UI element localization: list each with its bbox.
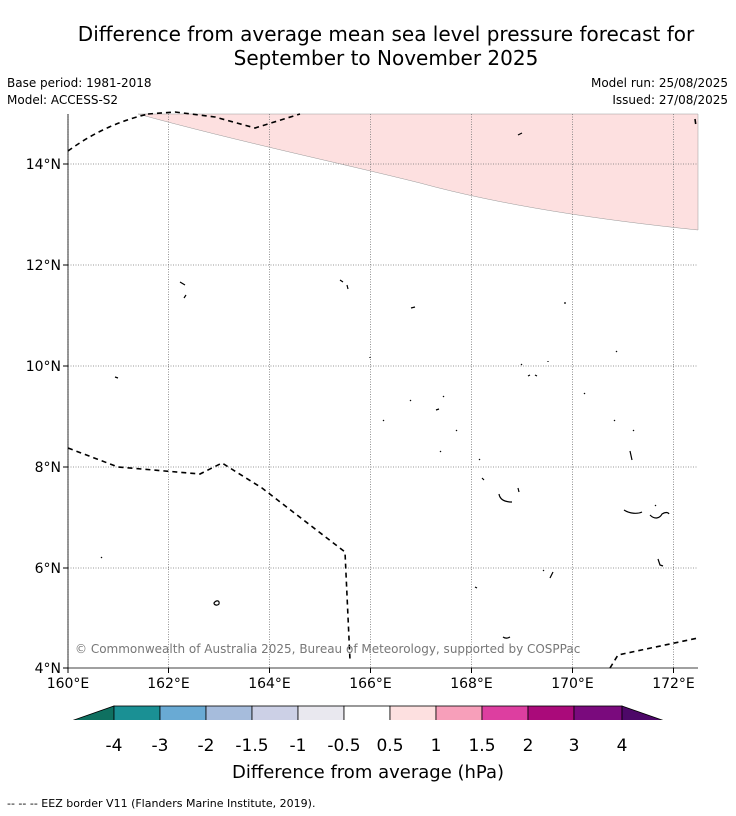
colorbar-segment <box>113 705 161 720</box>
colorbar-label: -1.5 <box>235 736 269 756</box>
colorbar-segment <box>343 705 391 720</box>
colorbar-label: 4 <box>616 736 628 756</box>
colorbar-segment <box>527 705 575 720</box>
title-line-1: Difference from average mean sea level p… <box>77 22 695 46</box>
model-run: Model run: 25/08/2025 <box>590 76 728 90</box>
island <box>583 392 586 395</box>
colorbar-label: 2 <box>522 736 534 756</box>
eez-border-west <box>67 447 351 661</box>
grid <box>67 114 698 668</box>
forecast-map: 160°E 162°E 164°E 166°E 168°E 170°E 172°… <box>26 111 699 720</box>
y-tick-label: 10°N <box>26 359 61 375</box>
island <box>213 600 220 606</box>
island <box>114 376 119 379</box>
y-tick-label: 4°N <box>35 661 61 677</box>
colorbar-segment <box>435 705 483 720</box>
x-tick-label: 164°E <box>248 676 291 692</box>
island <box>478 458 485 481</box>
y-tick-label: 8°N <box>35 460 61 476</box>
colorbar-label: -2 <box>197 736 215 756</box>
plot-frame <box>67 114 698 669</box>
island <box>542 569 554 579</box>
colorbar-segment <box>297 705 345 720</box>
island <box>382 419 635 432</box>
island <box>502 636 511 639</box>
y-tick-label: 6°N <box>35 561 61 577</box>
colorbar-label: 0.5 <box>376 736 404 756</box>
eez-border-north <box>67 111 301 152</box>
island <box>179 281 187 299</box>
x-tick-label: 162°E <box>147 676 190 692</box>
colorbar-title: Difference from average (hPa) <box>231 762 505 783</box>
anomaly-region-0.5-1 <box>137 113 699 231</box>
colorbar-label: -4 <box>105 736 123 756</box>
island <box>474 586 478 589</box>
x-tick-label: 170°E <box>551 676 594 692</box>
x-tick-label: 160°E <box>47 676 90 692</box>
eez-legend: -- -- -- EEZ border V11 (Flanders Marine… <box>7 797 316 810</box>
colorbar-high-extend <box>621 705 664 720</box>
colorbar-label: 1 <box>430 736 442 756</box>
colorbar-segment <box>205 705 253 720</box>
island <box>615 350 618 353</box>
island <box>339 279 349 290</box>
island <box>657 558 664 567</box>
colorbar-label: -3 <box>151 736 169 756</box>
base-period: Base period: 1981-2018 <box>7 76 152 90</box>
colorbar-label: 1.5 <box>468 736 496 756</box>
title-line-2: September to November 2025 <box>233 46 539 70</box>
island <box>100 556 103 559</box>
island <box>498 487 520 503</box>
colorbar-segment <box>159 705 207 720</box>
right-meta: Model run: 25/08/2025 Issued: 27/08/2025 <box>591 75 728 109</box>
issued-date: Issued: 27/08/2025 <box>612 93 728 107</box>
colorbar-label: -0.5 <box>327 736 361 756</box>
colorbar-segment <box>389 705 437 720</box>
model-name: Model: ACCESS-S2 <box>7 93 119 107</box>
colorbar-segment <box>251 705 299 720</box>
eez-borders <box>67 111 699 669</box>
x-tick-label: 172°E <box>652 676 695 692</box>
island <box>439 450 633 461</box>
colorbar-segment <box>573 705 623 720</box>
left-meta: Base period: 1981-2018 Model: ACCESS-S2 <box>7 75 152 109</box>
axis-ticks <box>63 163 674 673</box>
island <box>623 504 670 519</box>
x-tick-label: 166°E <box>349 676 392 692</box>
island <box>409 395 445 411</box>
x-tick-label: 168°E <box>450 676 493 692</box>
islands <box>100 132 670 639</box>
colorbar-label: 3 <box>568 736 580 756</box>
eez-border-northeast <box>694 118 697 127</box>
y-tick-label: 14°N <box>26 157 61 173</box>
eez-border-southeast <box>609 637 699 669</box>
colorbar <box>72 705 664 720</box>
colorbar-low-extend <box>72 705 115 720</box>
island <box>517 132 523 136</box>
island <box>520 361 549 377</box>
y-tick-label: 12°N <box>26 258 61 274</box>
colorbar-segment <box>481 705 529 720</box>
colorbar-label: -1 <box>289 736 307 756</box>
island <box>410 306 416 309</box>
chart-title: Difference from average mean sea level p… <box>0 22 736 70</box>
copyright-text: © Commonwealth of Australia 2025, Bureau… <box>75 642 580 656</box>
